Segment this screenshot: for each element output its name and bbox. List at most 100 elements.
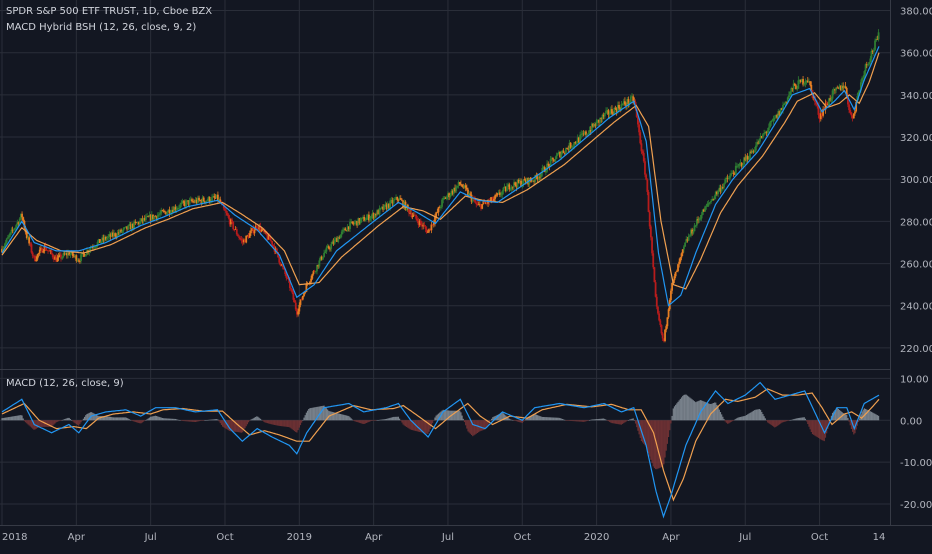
candle — [150, 211, 153, 222]
histogram-bar — [258, 417, 260, 421]
candle — [743, 156, 745, 165]
histogram-bar — [621, 420, 624, 424]
time-tick-label: 14 — [873, 532, 886, 543]
symbol-title[interactable]: SPDR S&P 500 ETF TRUST, 1D, Cboe BZX — [6, 6, 213, 17]
indicator-legend[interactable]: MACD Hybrid BSH (12, 26, close, 9, 2) — [6, 22, 196, 33]
candle — [724, 177, 727, 185]
candle — [651, 236, 653, 256]
price-tick-label: 360.00 — [900, 49, 932, 60]
price-axis[interactable]: 380.00 360.00 340.00 320.00 300.00 280.00 260.… — [900, 7, 932, 355]
histogram-bar — [270, 420, 272, 425]
symbol-legend[interactable]: SPDR S&P 500 ETF TRUST, 1D, Cboe BZX — [6, 6, 212, 17]
histogram-bar — [157, 416, 159, 421]
histogram-bar — [244, 420, 246, 429]
candle — [542, 165, 545, 170]
histogram-bar — [604, 418, 606, 421]
histogram-bar — [114, 417, 116, 421]
candle — [839, 85, 842, 92]
macd-title[interactable]: MACD (12, 26, close, 9) — [6, 378, 124, 389]
candle — [655, 294, 658, 310]
candle — [818, 113, 821, 123]
histogram-bar — [617, 420, 619, 425]
candle — [313, 269, 316, 273]
candle — [647, 189, 650, 213]
candle — [592, 123, 594, 128]
macd-axis[interactable]: 10.00 0.00 -10.00 -20.00 — [900, 374, 932, 511]
histogram-bar — [237, 420, 239, 433]
histogram-bar — [637, 420, 639, 431]
candle — [454, 184, 456, 193]
candle — [835, 87, 838, 94]
histogram-bar — [19, 415, 21, 421]
histogram-bar — [424, 420, 427, 434]
histogram-bar — [447, 410, 449, 421]
indicator-title[interactable]: MACD Hybrid BSH (12, 26, close, 9, 2) — [6, 22, 197, 33]
candle — [582, 130, 585, 137]
histogram-bar — [463, 420, 466, 423]
histogram-bar — [650, 420, 652, 460]
histogram-bar — [100, 416, 102, 421]
histogram-bar — [873, 413, 875, 421]
histogram-bar — [108, 416, 110, 421]
histogram-bar — [347, 415, 349, 421]
histogram-bar — [190, 420, 192, 422]
histogram-bar — [713, 402, 716, 421]
histogram-bar — [537, 415, 539, 421]
histogram-bar — [71, 420, 73, 421]
candle — [251, 227, 254, 232]
histogram-bar — [1, 418, 3, 421]
candle — [195, 197, 198, 205]
histogram-bar — [769, 420, 771, 425]
histogram-bar — [49, 420, 51, 427]
candle — [805, 80, 808, 85]
candle — [316, 264, 318, 275]
candle — [697, 216, 699, 224]
histogram-bar — [564, 419, 566, 421]
candle — [500, 192, 502, 198]
candle — [218, 197, 220, 202]
fast-ma-line[interactable] — [1, 46, 880, 307]
price-pane[interactable] — [1, 29, 880, 343]
histogram-bar — [741, 416, 743, 421]
histogram-bar — [266, 420, 269, 424]
histogram-bar — [867, 410, 869, 421]
histogram-bar — [730, 420, 732, 422]
histogram-bar — [370, 420, 372, 421]
histogram-bar — [288, 420, 290, 428]
candle — [598, 119, 600, 127]
histogram-bar — [345, 415, 348, 421]
candle — [870, 48, 873, 63]
histogram-bar — [732, 420, 735, 421]
macd-pane[interactable] — [1, 381, 880, 519]
candle — [708, 202, 711, 206]
histogram-bar — [421, 420, 423, 433]
histogram-bar — [574, 420, 576, 422]
candle — [622, 98, 625, 106]
candle — [666, 317, 669, 329]
histogram-bar — [332, 412, 335, 421]
candle — [736, 162, 738, 168]
histogram-bar — [691, 399, 693, 421]
histogram-bar — [113, 417, 115, 421]
candle — [747, 155, 750, 161]
macd-line[interactable] — [1, 381, 880, 519]
histogram-bar — [856, 420, 858, 426]
candle — [291, 288, 294, 295]
macd-legend[interactable]: MACD (12, 26, close, 9) — [6, 378, 124, 389]
histogram-bar — [50, 420, 53, 427]
candle — [660, 324, 663, 336]
candle — [399, 195, 402, 200]
candle — [547, 161, 550, 168]
histogram-bar — [791, 419, 794, 421]
candle — [513, 179, 515, 191]
candle — [323, 249, 325, 258]
candle — [101, 234, 104, 245]
histogram-bar — [413, 420, 415, 431]
histogram-bar — [877, 415, 880, 421]
time-axis[interactable]: 2018 Apr Jul Oct 2019 Apr Jul Oct 2020 Apr Jul Oct 1… — [2, 532, 885, 543]
slow-ma-line[interactable] — [1, 52, 880, 290]
candle — [73, 253, 75, 258]
histogram-bar — [293, 420, 296, 432]
